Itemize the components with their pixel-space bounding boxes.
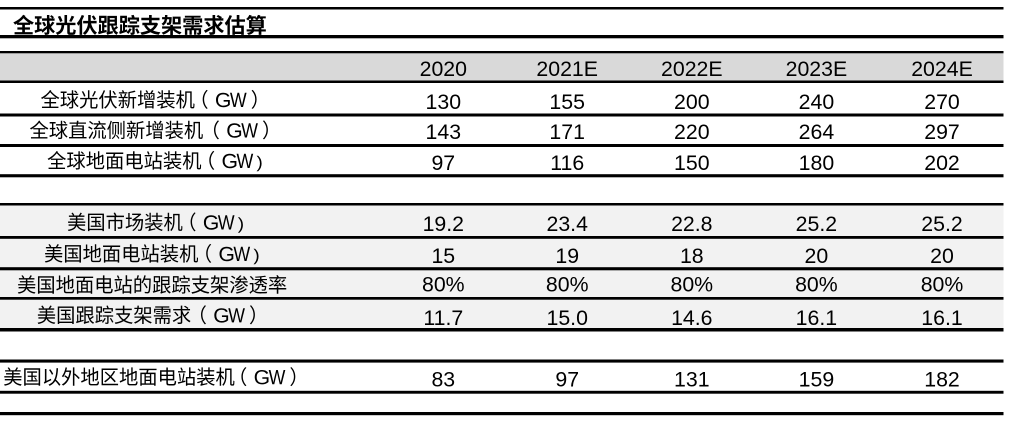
svg-text:150: 150: [674, 151, 710, 175]
svg-text:202: 202: [924, 151, 960, 175]
svg-text:83: 83: [431, 367, 455, 391]
svg-text:16.1: 16.1: [921, 306, 962, 330]
svg-text:159: 159: [799, 367, 835, 391]
svg-text:264: 264: [799, 120, 835, 144]
svg-text:18: 18: [680, 244, 704, 268]
svg-text:97: 97: [431, 151, 455, 175]
svg-text:25.2: 25.2: [921, 212, 962, 236]
svg-text:80%: 80%: [795, 272, 838, 296]
svg-text:130: 130: [426, 90, 462, 114]
svg-text:19.2: 19.2: [423, 212, 464, 236]
svg-text:23.4: 23.4: [546, 212, 588, 236]
svg-text:15.0: 15.0: [546, 306, 588, 330]
svg-text:19: 19: [555, 244, 579, 268]
svg-text:15: 15: [431, 244, 455, 268]
svg-text:20: 20: [930, 244, 954, 268]
svg-text:182: 182: [924, 367, 960, 391]
svg-text:80%: 80%: [921, 272, 964, 296]
svg-text:11.7: 11.7: [423, 306, 463, 330]
svg-text:20: 20: [805, 244, 829, 268]
svg-text:171: 171: [549, 120, 585, 144]
svg-text:2023E: 2023E: [786, 57, 848, 81]
svg-text:2020: 2020: [420, 57, 468, 81]
svg-text:22.8: 22.8: [671, 212, 712, 236]
svg-text:2024E: 2024E: [911, 57, 973, 81]
svg-text:97: 97: [555, 367, 579, 391]
svg-text:143: 143: [426, 120, 462, 144]
svg-text:16.1: 16.1: [796, 306, 837, 330]
svg-text:180: 180: [799, 151, 835, 175]
svg-text:2022E: 2022E: [661, 57, 723, 81]
svg-text:270: 270: [924, 90, 960, 114]
svg-text:200: 200: [674, 90, 710, 114]
svg-text:80%: 80%: [670, 272, 713, 296]
svg-text:116: 116: [550, 151, 584, 175]
svg-text:240: 240: [799, 90, 835, 114]
svg-text:80%: 80%: [422, 272, 465, 296]
svg-text:297: 297: [924, 120, 960, 144]
svg-text:220: 220: [674, 120, 710, 144]
svg-text:25.2: 25.2: [796, 212, 837, 236]
svg-text:80%: 80%: [546, 272, 589, 296]
svg-text:14.6: 14.6: [671, 306, 712, 330]
svg-text:155: 155: [549, 90, 585, 114]
svg-text:131: 131: [674, 367, 710, 391]
svg-text:2021E: 2021E: [536, 57, 598, 81]
